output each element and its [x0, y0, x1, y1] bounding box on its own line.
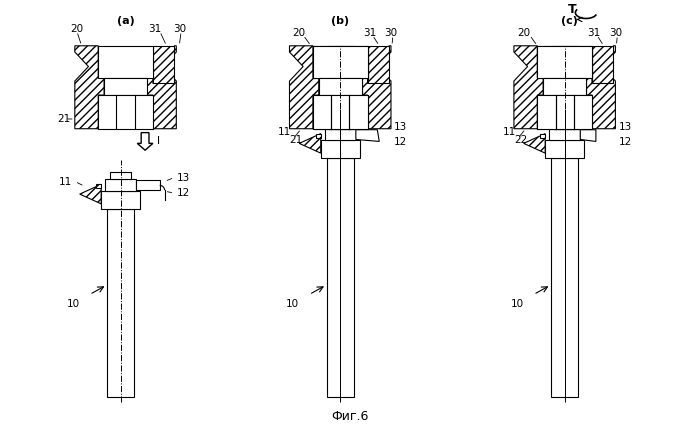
Polygon shape — [136, 181, 159, 190]
Text: 30: 30 — [173, 24, 186, 34]
Polygon shape — [80, 184, 101, 204]
Polygon shape — [356, 130, 380, 141]
Text: 31: 31 — [587, 28, 600, 38]
Text: 21: 21 — [289, 135, 303, 145]
Text: 30: 30 — [384, 28, 398, 38]
Polygon shape — [368, 46, 389, 83]
Polygon shape — [299, 134, 321, 153]
Polygon shape — [75, 46, 104, 129]
Bar — [551, 158, 578, 397]
Bar — [551, 46, 578, 129]
Bar — [326, 158, 354, 397]
Text: 20: 20 — [517, 28, 531, 38]
Polygon shape — [316, 134, 321, 138]
Text: 31: 31 — [148, 24, 161, 34]
Bar — [110, 172, 131, 180]
Bar — [101, 191, 140, 209]
Polygon shape — [147, 46, 176, 129]
Bar — [329, 121, 351, 129]
Text: 22: 22 — [514, 135, 527, 145]
Polygon shape — [137, 133, 153, 150]
Bar — [543, 78, 586, 95]
Bar — [313, 95, 368, 129]
Polygon shape — [592, 46, 614, 83]
Bar — [313, 46, 368, 78]
Bar — [104, 78, 147, 95]
Polygon shape — [514, 46, 543, 129]
Text: 12: 12 — [394, 138, 407, 148]
Bar — [538, 95, 592, 129]
Bar — [99, 95, 153, 129]
Text: 11: 11 — [503, 127, 516, 137]
Bar — [326, 46, 354, 129]
Polygon shape — [540, 134, 545, 138]
Text: Фиг.6: Фиг.6 — [331, 410, 368, 423]
Bar — [554, 121, 575, 129]
Bar — [313, 46, 368, 78]
Bar — [107, 209, 134, 397]
Text: 13: 13 — [619, 122, 632, 132]
Bar — [105, 180, 136, 191]
Text: 12: 12 — [619, 138, 632, 148]
Text: 20: 20 — [70, 24, 83, 34]
Text: (c): (c) — [561, 16, 578, 26]
Bar — [549, 129, 580, 141]
Polygon shape — [524, 134, 545, 153]
Bar — [319, 78, 361, 95]
Bar — [545, 141, 584, 158]
Text: 12: 12 — [178, 188, 191, 198]
Text: 13: 13 — [394, 122, 407, 132]
Text: 11: 11 — [59, 178, 72, 187]
Polygon shape — [361, 46, 391, 129]
Text: l: l — [157, 136, 160, 146]
Text: 20: 20 — [293, 28, 305, 38]
Text: 10: 10 — [510, 299, 524, 309]
Text: 10: 10 — [66, 299, 80, 309]
Bar — [538, 46, 592, 78]
Text: (b): (b) — [331, 16, 350, 26]
Bar — [543, 78, 586, 95]
Bar — [313, 95, 368, 129]
Polygon shape — [580, 130, 596, 141]
Bar — [319, 78, 361, 95]
Text: 21: 21 — [57, 114, 71, 124]
Polygon shape — [153, 46, 174, 83]
Polygon shape — [289, 46, 319, 129]
Bar — [538, 46, 592, 78]
Text: (a): (a) — [117, 16, 134, 26]
Text: 10: 10 — [286, 299, 299, 309]
Text: 31: 31 — [363, 28, 376, 38]
Polygon shape — [586, 46, 615, 129]
Text: 30: 30 — [609, 28, 622, 38]
Bar — [324, 129, 356, 141]
Text: 13: 13 — [178, 173, 191, 183]
Bar — [538, 95, 592, 129]
Polygon shape — [96, 184, 101, 188]
Bar — [321, 141, 360, 158]
Text: 11: 11 — [278, 127, 291, 137]
Text: T: T — [568, 3, 577, 16]
Bar — [99, 46, 153, 78]
